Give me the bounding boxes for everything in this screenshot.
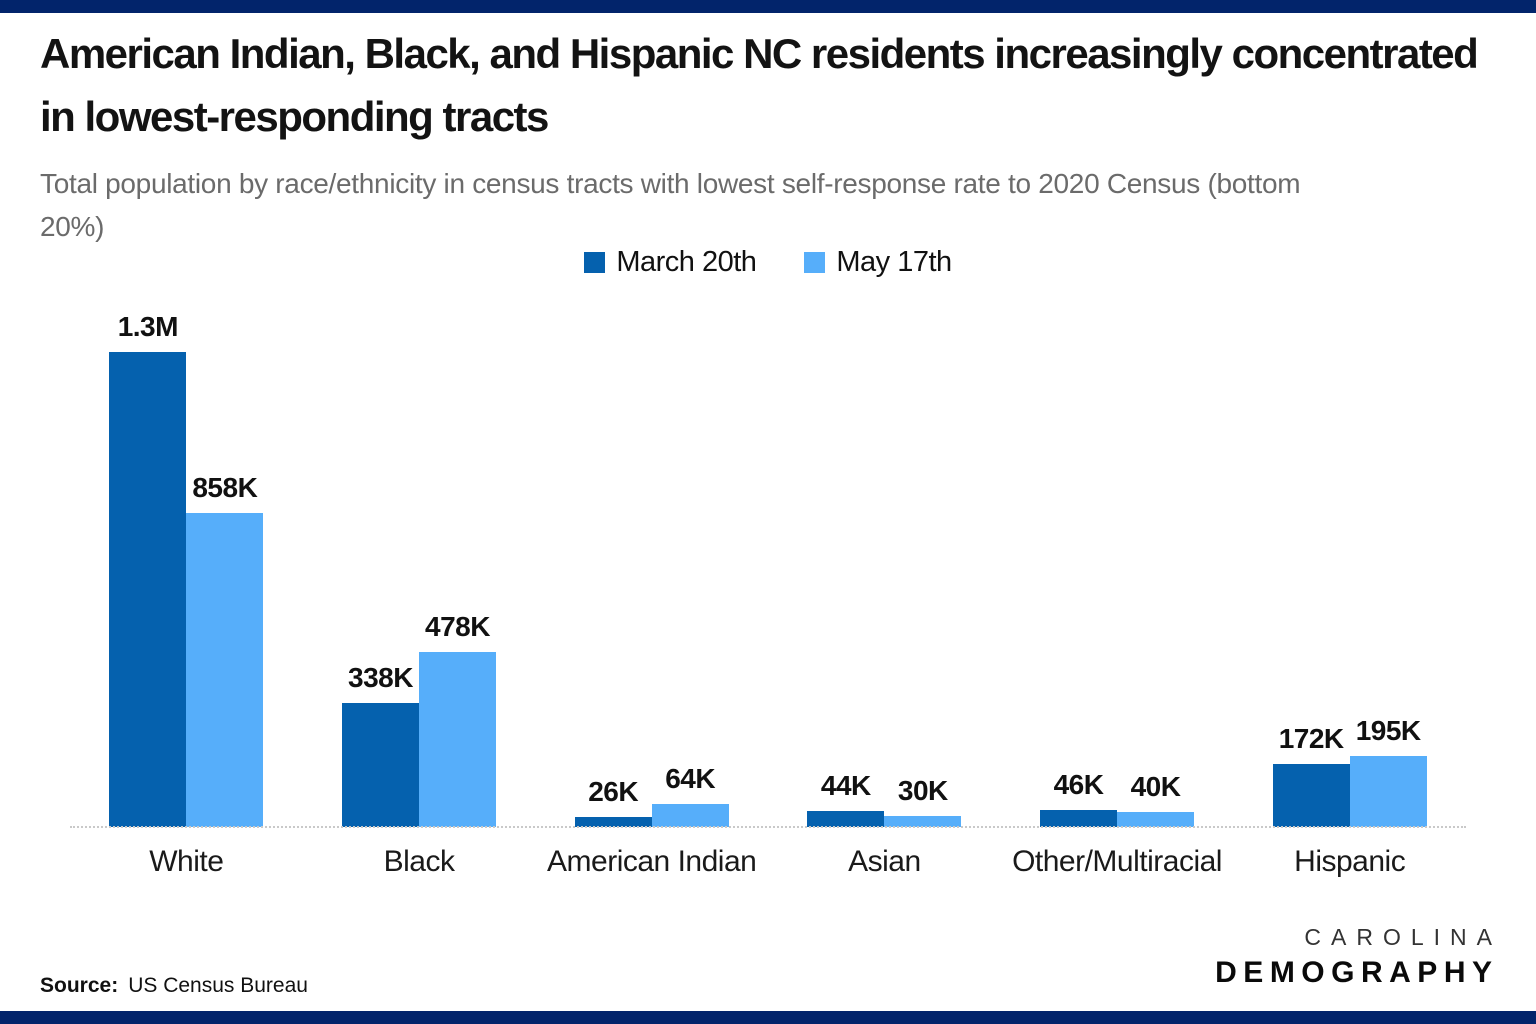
bar-column-black-may-17th: 478K [419,611,496,827]
category-label-asian: Asian [848,845,921,878]
bar-american-indian-may-17th [651,804,729,827]
bar-column-hispanic-march-20th: 172K [1272,723,1350,827]
bar-column-other-multiracial-march-20th: 46K [1040,769,1118,827]
legend-swatch-may-17th-icon [804,252,826,273]
bottom-border-band [0,1011,1536,1024]
bar-group-asian: 44K 30K [768,337,1001,827]
source-note: Source: US Census Bureau [40,974,308,998]
value-label-hispanic-march-20th: 172K [1278,723,1344,754]
chart-subtitle: Total population by race/ethnicity in ce… [40,168,1301,243]
value-label-black-may-17th: 478K [425,611,490,642]
bar-group-white: 1.3M 858K [70,311,303,827]
bar-column-american-indian-march-20th: 26K [574,776,652,827]
category-axis-labels: White Black American Indian Asian Other/Mult… [70,845,1466,879]
chart-title: American Indian, Black, and Hispanic NC … [40,30,1479,140]
legend-item-march-20th: March 20th [584,246,757,279]
value-label-black-march-20th: 338K [348,662,413,693]
value-label-hispanic-may-17th: 195K [1355,715,1421,746]
bar-asian-may-17th [884,816,962,827]
value-label-american-indian-may-17th: 64K [665,763,716,794]
bar-column-black-march-20th: 338K [342,662,419,827]
category-label-hispanic: Hispanic [1294,845,1406,878]
bar-american-indian-march-20th [574,817,652,827]
legend-item-may-17th: May 17th [804,246,952,279]
legend: March 20th May 17th [0,246,1536,279]
bar-hispanic-may-17th [1349,756,1427,827]
x-axis-line [70,826,1466,828]
bar-black-march-20th [342,703,419,827]
legend-label-may-17th: May 17th [836,246,952,278]
value-label-other-multiracial-march-20th: 46K [1053,769,1104,800]
bar-group-american-indian: 26K 64K [535,337,768,827]
bar-column-other-multiracial-may-17th: 40K [1117,771,1195,827]
bar-group-black: 338K 478K [303,337,536,827]
bar-asian-march-20th [807,811,885,827]
category-label-other-multiracial: Other/Multiracial [1012,845,1222,878]
bar-other-multiracial-march-20th [1040,810,1118,827]
brand-logo-demography: DEMOGRAPHY [1215,956,1499,989]
value-label-american-indian-march-20th: 26K [588,776,639,807]
bar-other-multiracial-may-17th [1117,812,1195,827]
category-label-black: Black [383,845,455,878]
value-label-asian-march-20th: 44K [820,770,871,801]
bar-column-hispanic-may-17th: 195K [1349,715,1427,827]
bar-column-american-indian-may-17th: 64K [651,763,729,827]
bar-black-may-17th [419,652,496,827]
bar-group-hispanic: 172K 195K [1233,337,1466,827]
value-label-other-multiracial-may-17th: 40K [1130,771,1181,802]
bar-hispanic-march-20th [1272,764,1350,827]
bar-column-white-may-17th: 858K [186,472,264,827]
bar-group-other-multiracial: 46K 40K [1001,337,1234,827]
legend-label-march-20th: March 20th [616,246,757,278]
top-border-band [0,0,1536,13]
value-label-asian-may-17th: 30K [897,775,948,806]
value-label-white-may-17th: 858K [192,472,258,503]
source-label: Source: [40,974,119,997]
bar-white-may-17th [186,513,264,827]
bar-white-march-20th [109,352,187,827]
bar-column-white-march-20th: 1.3M [109,311,187,827]
legend-swatch-march-20th-icon [584,252,606,273]
bar-column-asian-may-17th: 30K [884,775,962,827]
source-value: US Census Bureau [128,974,308,997]
category-label-american-indian: American Indian [547,845,757,878]
plot-area: 1.3M 858K 338K 478K 26K 64K 44K 30K 46K 40K 172K 19… [70,311,1466,827]
brand-logo: CAROLINA DEMOGRAPHY [1215,924,1492,990]
category-label-white: White [149,845,224,878]
brand-logo-carolina: CAROLINA [1304,924,1502,950]
value-label-white-march-20th: 1.3M [117,311,179,342]
bar-column-asian-march-20th: 44K [807,770,885,827]
